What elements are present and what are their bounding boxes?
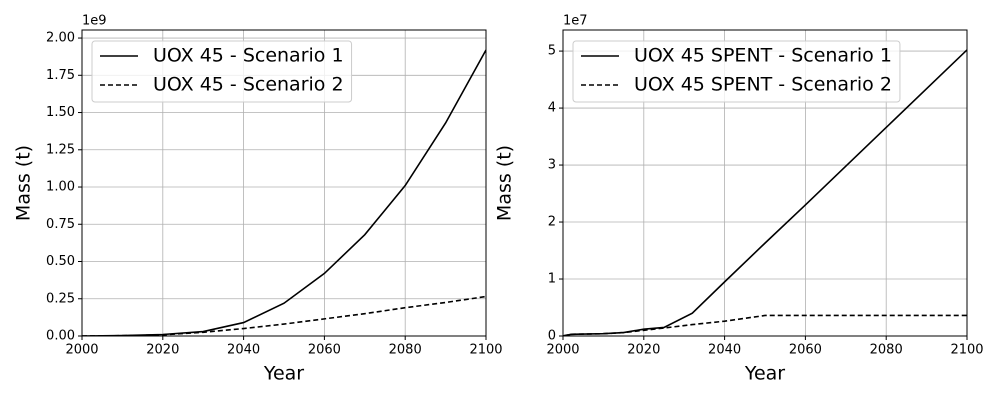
x-tick-label: 2020 xyxy=(146,343,179,358)
plot-frame xyxy=(81,29,487,337)
x-tick-label: 2100 xyxy=(950,343,983,358)
legend-label: UOX 45 - Scenario 2 xyxy=(153,74,344,96)
y-tick-label: 1.75 xyxy=(46,68,75,83)
x-tick-label: 2100 xyxy=(469,343,502,358)
y-tick-label: 1.25 xyxy=(46,142,75,157)
legend-box xyxy=(91,40,353,103)
y-tick-label: 0.00 xyxy=(46,329,75,344)
legend-label: UOX 45 SPENT - Scenario 1 xyxy=(634,45,892,67)
legend-box xyxy=(572,40,901,103)
x-tick-label: 2020 xyxy=(627,343,660,358)
y-tick-label: 0.25 xyxy=(46,291,75,306)
chart: 2000 2020 2040 2060 2080 2100 0 1 2 3 4 5 1e7 Year Mas… xyxy=(494,14,984,385)
legend-label: UOX 45 - Scenario 1 xyxy=(153,45,344,67)
y-tick-label: 0.75 xyxy=(46,217,75,232)
y-tick-label: 2 xyxy=(548,215,556,230)
y-tick-label: 0 xyxy=(548,329,556,344)
chart: 2000 2020 2040 2060 2080 2100 0.00 0.25 0.50 0.75… xyxy=(13,14,503,385)
x-tick-label: 2080 xyxy=(389,343,422,358)
x-tick-label: 2040 xyxy=(708,343,741,358)
x-tick-label: 2080 xyxy=(870,343,903,358)
series-line xyxy=(82,295,486,336)
legend-label: UOX 45 SPENT - Scenario 2 xyxy=(634,74,892,96)
y-tick-label: 1 xyxy=(548,272,556,287)
y-axis-label: Mass (t) xyxy=(494,145,516,221)
y-axis-label: Mass (t) xyxy=(13,145,35,221)
y-tick-label: 4 xyxy=(548,101,556,116)
y-tick-label: 1.00 xyxy=(46,180,75,195)
y-offset-label: 1e7 xyxy=(563,14,588,29)
y-tick-label: 5 xyxy=(548,44,556,59)
series-line xyxy=(563,314,967,336)
y-tick-label: 3 xyxy=(548,158,556,173)
x-tick-label: 2040 xyxy=(227,343,260,358)
x-tick-label: 2060 xyxy=(308,343,341,358)
legend: UOX 45 - Scenario 1 UOX 45 - Scenario 2 xyxy=(91,40,353,103)
y-tick-label: 0.50 xyxy=(46,254,75,269)
x-axis-label: Year xyxy=(744,363,785,385)
y-tick-label: 1.50 xyxy=(46,105,75,120)
x-tick-label: 2060 xyxy=(789,343,822,358)
y-offset-label: 1e9 xyxy=(82,14,107,29)
y-tick-label: 2.00 xyxy=(46,31,75,46)
x-axis-label: Year xyxy=(263,363,304,385)
legend: UOX 45 SPENT - Scenario 1 UOX 45 SPENT - … xyxy=(572,40,901,103)
plot-frame xyxy=(562,29,968,337)
x-tick-label: 2000 xyxy=(546,343,579,358)
x-tick-label: 2000 xyxy=(65,343,98,358)
